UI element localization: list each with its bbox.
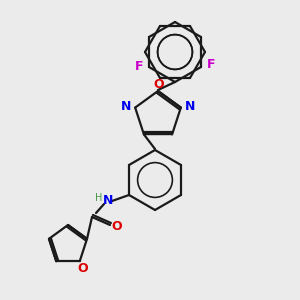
Text: N: N: [103, 194, 113, 208]
Text: N: N: [121, 100, 131, 113]
Text: F: F: [207, 58, 215, 71]
Text: O: O: [77, 262, 88, 275]
Text: O: O: [154, 77, 164, 91]
Text: O: O: [112, 220, 122, 232]
Text: F: F: [135, 59, 143, 73]
Text: N: N: [184, 100, 195, 113]
Text: H: H: [95, 193, 103, 203]
